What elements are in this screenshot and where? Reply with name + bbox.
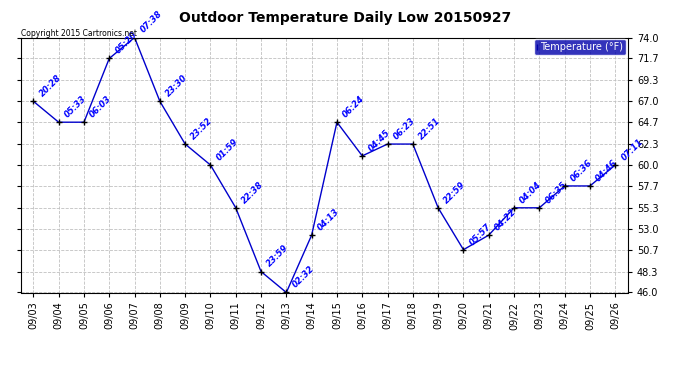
Text: 23:52: 23:52	[189, 116, 215, 141]
Text: Outdoor Temperature Daily Low 20150927: Outdoor Temperature Daily Low 20150927	[179, 11, 511, 25]
Text: 04:45: 04:45	[366, 128, 392, 153]
Text: 04:13: 04:13	[316, 207, 341, 232]
Text: 05:57: 05:57	[468, 222, 493, 247]
Text: 23:30: 23:30	[164, 73, 189, 99]
Text: 22:51: 22:51	[417, 116, 442, 141]
Text: 06:23: 06:23	[392, 116, 417, 141]
Text: 23:59: 23:59	[265, 243, 290, 269]
Text: 02:32: 02:32	[290, 264, 316, 290]
Text: 07:38: 07:38	[139, 9, 164, 35]
Text: Copyright 2015 Cartronics.net: Copyright 2015 Cartronics.net	[21, 28, 137, 38]
Text: 06:36: 06:36	[569, 158, 594, 183]
Text: 06:24: 06:24	[341, 94, 366, 119]
Text: 04:46: 04:46	[594, 158, 620, 183]
Text: 06:03: 06:03	[88, 94, 113, 119]
Text: 20:28: 20:28	[37, 73, 63, 99]
Text: 01:59: 01:59	[215, 137, 240, 162]
Text: 06:35: 06:35	[544, 180, 569, 205]
Text: 22:59: 22:59	[442, 180, 468, 205]
Text: 22:38: 22:38	[240, 180, 265, 205]
Text: 04:04: 04:04	[518, 180, 544, 205]
Text: 05:33: 05:33	[63, 94, 88, 119]
Text: 04:22: 04:22	[493, 207, 518, 232]
Text: 05:20: 05:20	[113, 30, 139, 56]
Legend: Temperature (°F): Temperature (°F)	[534, 39, 626, 55]
Text: 07:11: 07:11	[620, 137, 644, 162]
